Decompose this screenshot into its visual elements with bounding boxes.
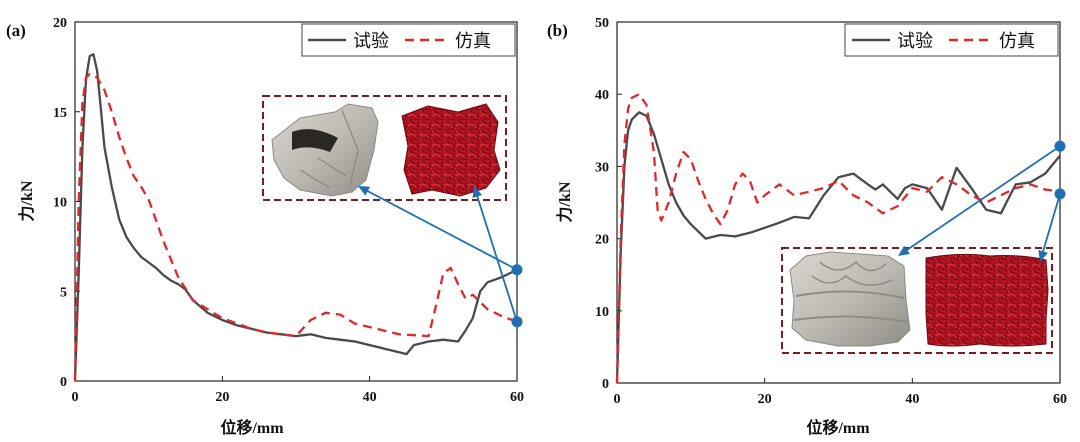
- panel-b-x-tick-label: 0: [614, 392, 621, 407]
- panel-a-x-axis-label: 位移/mm: [220, 418, 284, 437]
- panel-a-ticks: [74, 21, 518, 382]
- panel-b-series-experiment: [615, 111, 1061, 384]
- panel-b-y-axis-label: 力/kN: [555, 181, 574, 222]
- panel-a-x-tick-label: 0: [72, 390, 79, 405]
- panel-a-callout-marker: [511, 316, 523, 328]
- panel-a-x-tick-label: 60: [510, 390, 524, 405]
- panel-a-series-experiment: [73, 53, 518, 382]
- panel-b-simulation-model: [925, 253, 1049, 347]
- panel-a-specimen-photo: [271, 103, 379, 197]
- panel-a-series: [73, 53, 518, 382]
- panel-b-callouts: [898, 140, 1066, 262]
- panel-a-label: (a): [6, 21, 26, 40]
- panel-b-y-tick-label: 30: [595, 160, 609, 175]
- panel-a-series-simulation: [73, 72, 518, 382]
- panel-b-x-tick-label: 60: [1053, 392, 1067, 407]
- panel-a-x-tick-label: 20: [215, 390, 229, 405]
- panel-a-y-tick-label: 5: [60, 285, 67, 300]
- panel-a-tick-labels: 0 20 40 60 0 5 10 15 20: [53, 16, 524, 405]
- panel-a-y-tick-label: 20: [53, 16, 67, 31]
- panel-a-callouts: [358, 186, 523, 328]
- panel-b-label: (b): [547, 21, 568, 40]
- panel-a-callout-arrowhead: [358, 186, 371, 196]
- panel-a-legend-simulation: 仿真: [455, 31, 491, 51]
- panel-a-callout-marker: [511, 264, 523, 276]
- panel-b-series-simulation: [615, 93, 1061, 384]
- panel-a-simulation-model: [401, 103, 501, 197]
- panel-a-legend-experiment: 试验: [353, 31, 389, 51]
- panel-b-callout-arrowhead: [1038, 250, 1048, 262]
- panel-a-plot-frame: [74, 21, 518, 382]
- panel-b-legend-experiment: 试验: [897, 31, 933, 51]
- panel-a-callout-arrowhead: [472, 186, 483, 198]
- panel-b-plot-frame: [616, 21, 1061, 384]
- panel-a-y-tick-label: 10: [53, 196, 67, 211]
- panel-a-legend: 试验 仿真: [301, 23, 516, 57]
- panel-b-callout-marker: [1054, 140, 1066, 152]
- panel-a-callout-line: [361, 187, 518, 271]
- panel-b-specimen-photo: [789, 251, 911, 347]
- panel-b-series: [615, 93, 1061, 384]
- panel-b-y-tick-label: 20: [595, 233, 609, 248]
- panel-a-y-axis-label: 力/kN: [17, 180, 36, 221]
- panel-a-x-tick-label: 40: [363, 390, 377, 405]
- panel-b-legend-simulation: 仿真: [999, 31, 1035, 51]
- panel-a-y-tick-label: 15: [53, 106, 67, 121]
- panel-b-callout-arrowhead: [898, 245, 910, 256]
- panel-b-y-tick-label: 10: [595, 305, 609, 320]
- panel-b-y-tick-label: 50: [595, 16, 609, 31]
- panel-b-x-axis-label: 位移/mm: [806, 418, 870, 437]
- panel-b-x-tick-label: 40: [905, 392, 919, 407]
- panel-b-y-tick-label: 40: [595, 88, 609, 103]
- panel-a-y-tick-label: 0: [60, 375, 67, 390]
- panel-a: (a) 0 20 40 60 0 5 10 15 20 位移/mm 力/kN 试验 仿真: [6, 16, 524, 437]
- panel-b-legend: 试验 仿真: [844, 23, 1059, 57]
- panel-b-x-tick-label: 20: [758, 392, 772, 407]
- panel-b-callout-marker: [1054, 188, 1066, 200]
- panel-b-tick-labels: 0 20 40 60 0 10 20 30 40 50: [595, 16, 1067, 407]
- panel-b-y-tick-label: 0: [602, 377, 609, 392]
- panel-a-callout-line: [474, 189, 518, 323]
- panel-b-callout-line: [900, 145, 1061, 255]
- panel-b: (b) 0 20 40 60 0 10 20 30 40 50 位移/mm 力/kN 试验 仿真: [547, 16, 1067, 437]
- panel-b-callout-line: [1040, 193, 1061, 259]
